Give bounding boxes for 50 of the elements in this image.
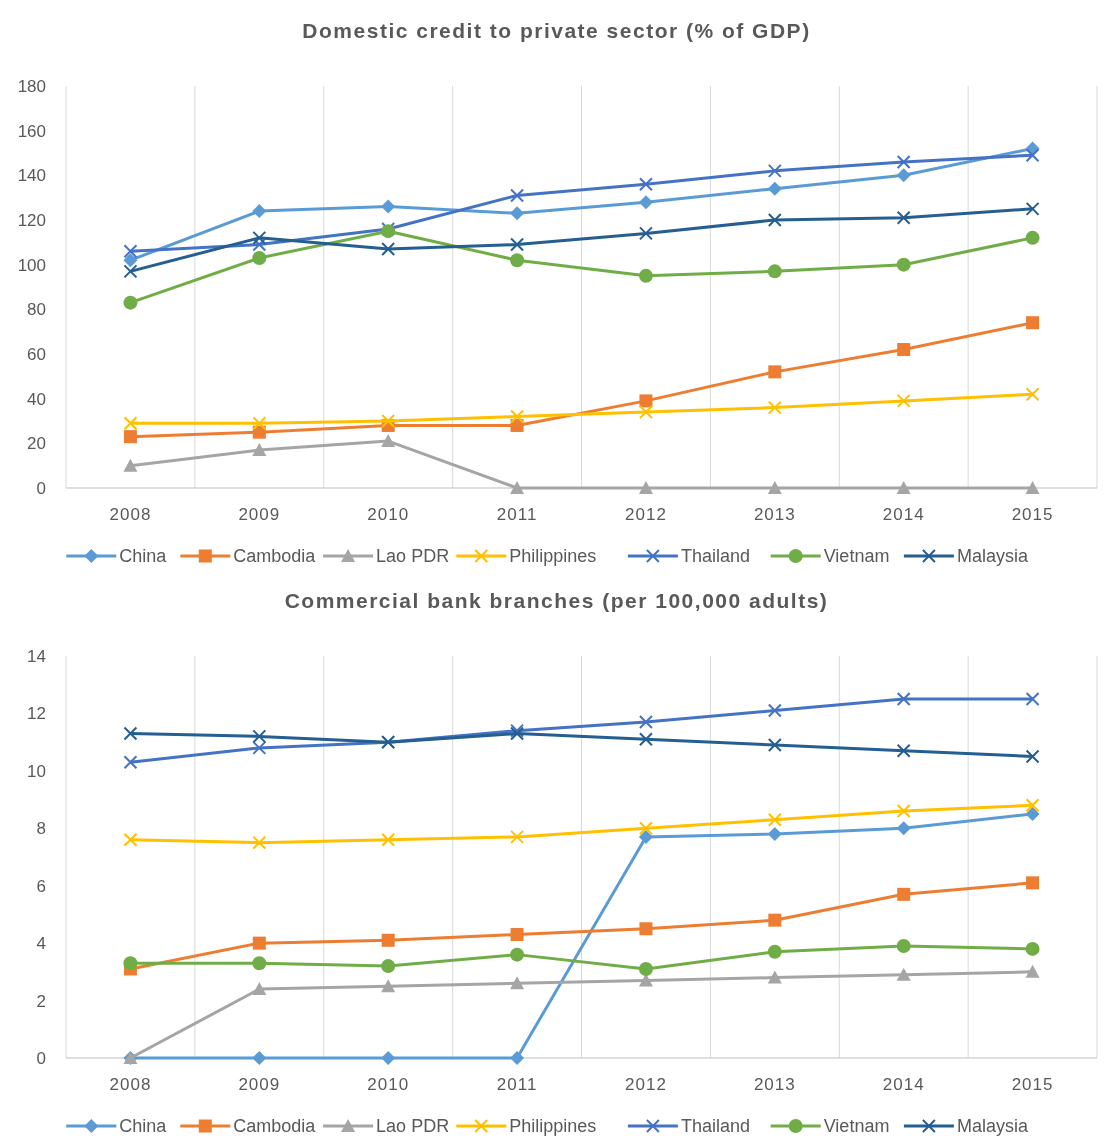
- x-tick-label: 2013: [753, 1074, 796, 1094]
- y-tick-label: 140: [17, 166, 46, 186]
- legend-label: Cambodia: [233, 546, 317, 567]
- y-tick-label: 2: [36, 991, 46, 1011]
- legend-label: Thailand: [680, 546, 750, 567]
- x-tick-label: 2015: [1011, 504, 1054, 524]
- x-tick-label: 2011: [496, 1074, 538, 1094]
- y-tick-label: 0: [36, 478, 46, 498]
- x-tick-label: 2015: [1011, 1074, 1054, 1094]
- x-tick-label: 2008: [109, 504, 152, 524]
- y-tick-label: 4: [36, 934, 46, 954]
- y-tick-label: 8: [36, 819, 46, 839]
- y-tick-label: 12: [27, 704, 46, 724]
- legend-label: Thailand: [680, 1116, 750, 1137]
- y-tick-label: 80: [27, 300, 46, 320]
- x-tick-label: 2012: [625, 1074, 667, 1094]
- y-tick-label: 14: [27, 646, 46, 666]
- y-tick-label: 0: [36, 1048, 46, 1068]
- x-tick-label: 2008: [109, 1074, 152, 1094]
- legend-label: China: [119, 546, 168, 567]
- x-tick-label: 2010: [367, 1074, 410, 1094]
- legend-label: Malaysia: [956, 1116, 1029, 1137]
- y-tick-label: 120: [17, 210, 46, 230]
- legend-label: China: [119, 1116, 168, 1137]
- y-tick-label: 10: [27, 761, 46, 781]
- y-tick-label: 160: [17, 121, 46, 141]
- x-tick-label: 2011: [496, 504, 538, 524]
- legend-label: Philippines: [509, 1116, 597, 1137]
- y-tick-label: 6: [36, 876, 46, 896]
- chart-title: Commercial bank branches (per 100,000 adults): [284, 589, 829, 612]
- legend-label: Lao PDR: [376, 1116, 450, 1137]
- chart-title: Domestic credit to private sector (% of GDP): [302, 19, 811, 42]
- x-tick-label: 2009: [238, 1074, 281, 1094]
- y-tick-label: 100: [17, 255, 46, 275]
- y-tick-label: 180: [17, 76, 46, 96]
- legend-label: Lao PDR: [376, 546, 450, 567]
- legend-label: Cambodia: [233, 1116, 317, 1137]
- x-tick-label: 2010: [367, 504, 410, 524]
- y-tick-label: 40: [27, 389, 46, 409]
- x-tick-label: 2013: [753, 504, 796, 524]
- legend-label: Malaysia: [956, 546, 1029, 567]
- legend-label: Philippines: [509, 546, 597, 567]
- x-tick-label: 2009: [238, 504, 281, 524]
- x-tick-label: 2014: [882, 1074, 925, 1094]
- y-tick-label: 60: [27, 344, 46, 364]
- x-tick-label: 2014: [882, 504, 925, 524]
- x-tick-label: 2012: [625, 504, 667, 524]
- legend-label: Vietnam: [823, 1116, 890, 1137]
- legend-label: Vietnam: [823, 546, 890, 567]
- y-tick-label: 20: [27, 434, 46, 454]
